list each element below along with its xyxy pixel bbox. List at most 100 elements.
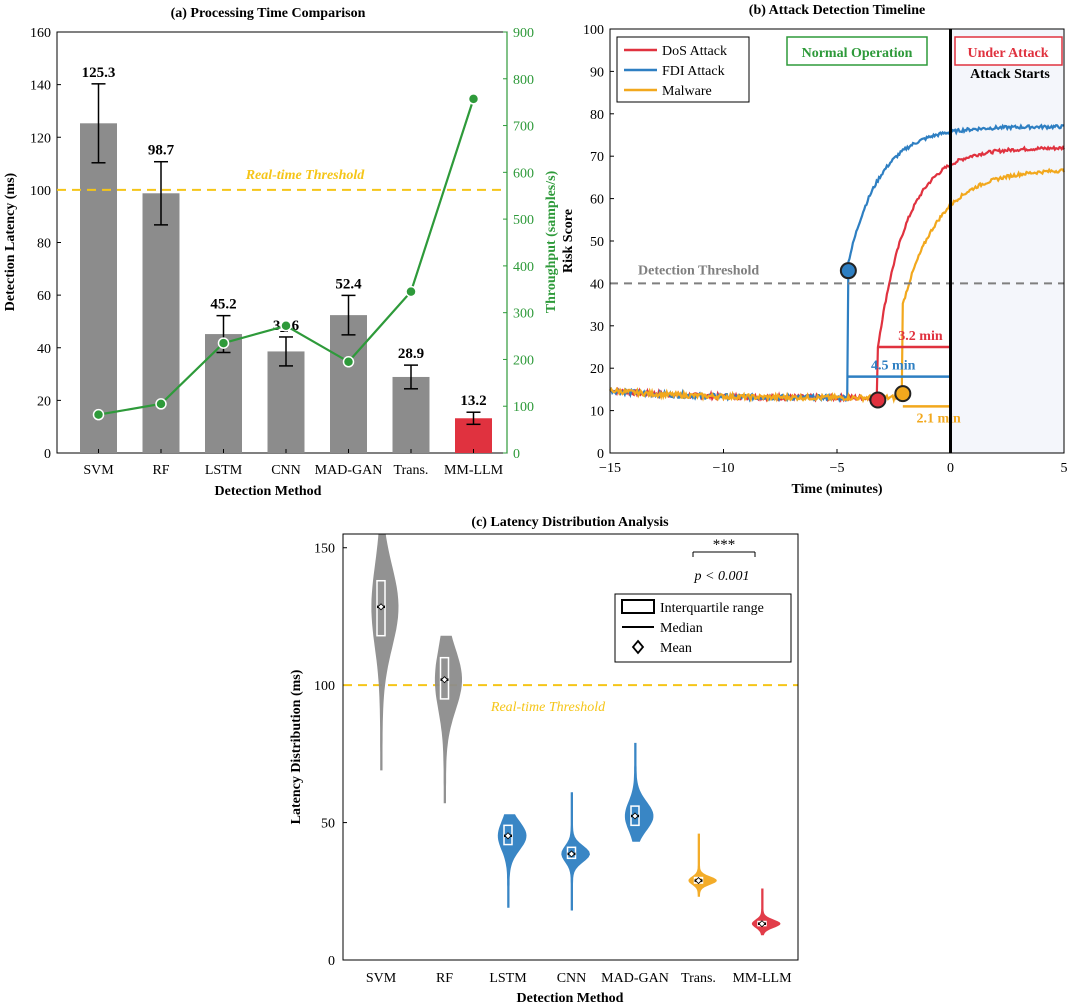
x-tick-label: 5 [1061, 461, 1068, 476]
panel-a-processing-time: (a) Processing Time Comparison 0 20 40 60 80… [3, 6, 559, 499]
y-right-tick-label: 400 [513, 260, 534, 275]
panel-a-title: (a) Processing Time Comparison [171, 6, 366, 21]
y-tick-label: 100 [30, 184, 51, 199]
panel-b-plot-frame [609, 28, 1065, 454]
data-label: 28.9 [398, 346, 424, 362]
mean-marker [440, 676, 449, 684]
panel-a-xlabel: Detection Method [215, 484, 322, 499]
y-tick-label: 50 [590, 235, 604, 250]
panel-b-marks: 0 10 20 30 40 50 60 70 80 90 100 −15 −10 −5 0 5 Detectio… [583, 23, 1068, 476]
lead-time-label: 4.5 min [871, 359, 916, 374]
x-tick-label: CNN [271, 463, 301, 478]
panel-a-marks: 0 20 40 60 80 100 120 140 160 0 100 200 300 400 500 600… [30, 26, 534, 478]
bar [330, 315, 367, 453]
legend-label: DoS Attack [662, 44, 727, 59]
threshold-label: Detection Threshold [638, 263, 759, 278]
legend-label: Malware [662, 84, 712, 99]
x-tick-label: MM-LLM [444, 463, 504, 478]
x-tick-label: −10 [713, 461, 735, 476]
x-tick-label: Trans. [681, 971, 716, 986]
attack-region-box [954, 36, 1063, 66]
y-tick-label: 80 [590, 108, 604, 123]
x-tick-label: −15 [599, 461, 621, 476]
series-line [609, 167, 1065, 405]
y-tick-label: 0 [44, 447, 51, 462]
y-tick-label: 80 [37, 237, 51, 252]
p-value-label: p < 0.001 [694, 569, 750, 584]
throughput-point [155, 398, 167, 410]
y-right-tick-label: 700 [513, 120, 534, 135]
x-tick-label: SVM [83, 463, 114, 478]
normal-region-box [786, 36, 928, 66]
legend-label: Interquartile range [660, 601, 764, 616]
data-label: 45.2 [210, 297, 236, 313]
x-tick-label: MAD-GAN [601, 971, 669, 986]
iqr-box [376, 579, 386, 637]
bar [267, 351, 305, 453]
x-tick-label: LSTM [205, 463, 243, 478]
normal-region-label: Normal Operation [802, 46, 913, 61]
y-tick-label: 10 [590, 405, 604, 420]
y-right-tick-label: 200 [513, 353, 534, 368]
y-tick-label: 60 [37, 289, 51, 304]
threshold-label: Real-time Threshold [490, 700, 606, 715]
y-tick-label: 100 [583, 23, 604, 38]
x-tick-label: MM-LLM [732, 971, 792, 986]
panel-b-title: (b) Attack Detection Timeline [749, 3, 925, 18]
lead-time-label: 3.2 min [898, 329, 943, 344]
throughput-point [467, 93, 480, 105]
data-label: 98.7 [148, 143, 175, 159]
data-label: 125.3 [82, 65, 116, 81]
mean-marker [758, 920, 766, 928]
y-tick-label: 20 [37, 394, 51, 409]
panel-c-marks: 0 50 100 150 Real-time Threshold SVM RF LSTM CNN… [314, 534, 798, 986]
x-tick-label: Trans. [394, 463, 429, 478]
y-tick-label: 60 [590, 193, 604, 208]
x-tick-label: RF [152, 463, 169, 478]
legend-label: Mean [660, 641, 692, 656]
y-right-tick-label: 300 [513, 307, 534, 322]
mean-marker [567, 850, 576, 858]
y-tick-label: 70 [590, 150, 604, 165]
legend-label: Median [660, 621, 703, 636]
y-tick-label: 160 [30, 26, 51, 41]
panel-c-title: (c) Latency Distribution Analysis [471, 515, 669, 530]
data-label: 52.4 [335, 276, 362, 292]
y-tick-label: 90 [590, 65, 604, 80]
violins [371, 534, 781, 936]
y-right-tick-label: 100 [513, 400, 534, 415]
y-right-tick-label: 0 [513, 447, 520, 462]
detection-marker [839, 262, 857, 280]
y-tick-label: 40 [37, 342, 51, 357]
detection-marker [894, 385, 912, 403]
y-right-tick-label: 600 [513, 166, 534, 181]
x-tick-label: 0 [947, 461, 954, 476]
legend-mean-swatch [631, 639, 645, 655]
y-tick-label: 0 [597, 447, 604, 462]
attack-region [950, 29, 1064, 453]
violin-shape [624, 742, 654, 842]
y-tick-label: 100 [314, 679, 335, 694]
mean-marker [504, 832, 512, 840]
sig-stars: *** [713, 537, 736, 553]
violin-shape [751, 888, 781, 936]
violin-shape [688, 833, 717, 897]
y-tick-label: 120 [30, 131, 51, 146]
throughput-point [280, 320, 292, 332]
panel-a-ylabel-right: Throughput (samples/s) [544, 170, 559, 313]
mean-marker [377, 603, 385, 611]
violin-shape [497, 814, 527, 908]
iqr-box [439, 656, 450, 700]
y-tick-label: 30 [590, 320, 604, 335]
y-tick-label: 20 [590, 362, 604, 377]
bar [80, 123, 117, 453]
x-tick-label: RF [436, 971, 453, 986]
panel-c-plot-frame [342, 533, 799, 961]
bar [142, 193, 180, 453]
x-tick-label: −5 [830, 461, 845, 476]
x-tick-label: MAD-GAN [315, 463, 383, 478]
attack-start-label: Attack Starts [970, 67, 1050, 82]
legend-label: FDI Attack [662, 64, 725, 79]
panel-b-ylabel: Risk Score [561, 209, 576, 273]
throughput-point [217, 337, 230, 349]
